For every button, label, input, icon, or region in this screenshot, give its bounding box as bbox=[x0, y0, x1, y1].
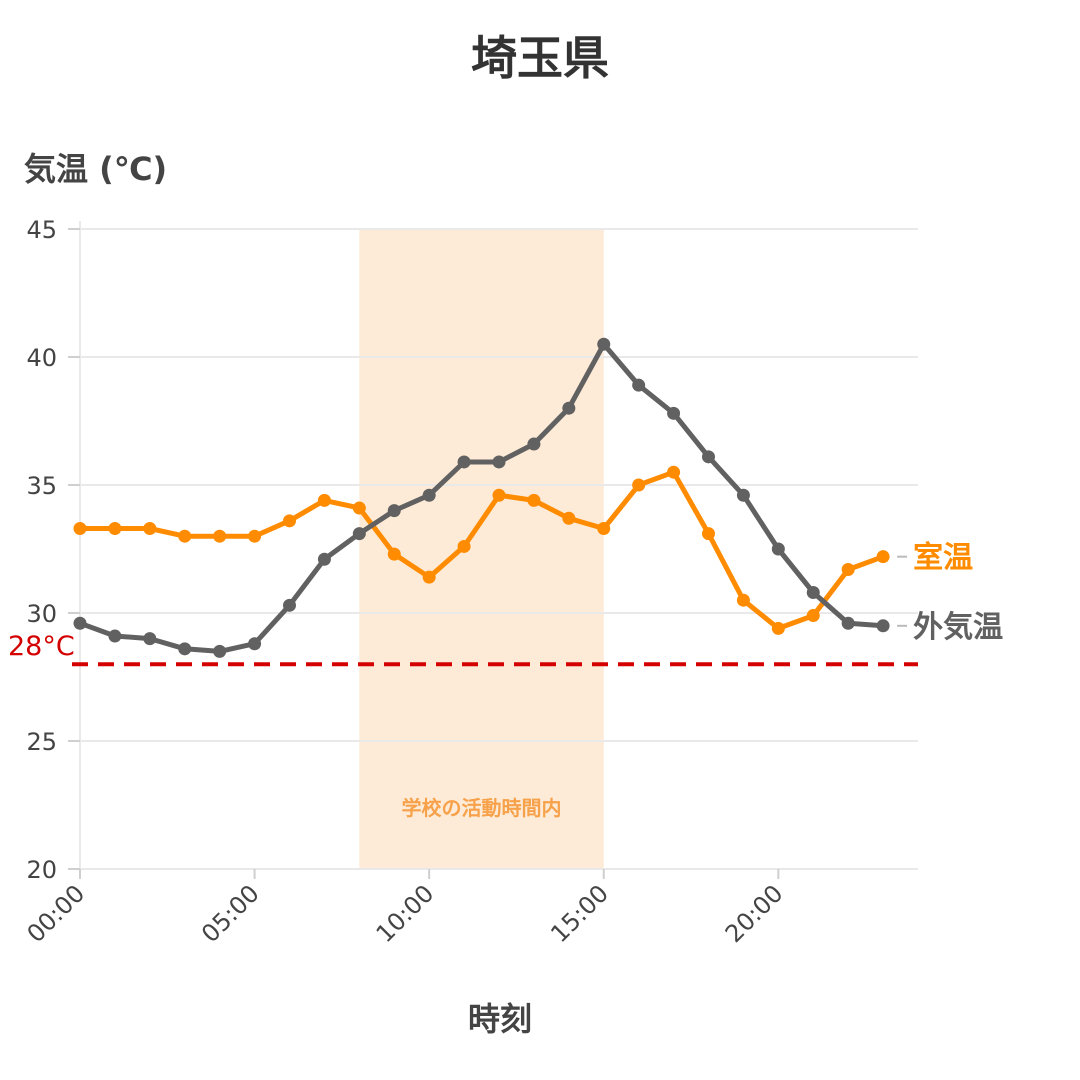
data-point bbox=[492, 455, 506, 469]
data-point bbox=[771, 621, 785, 635]
data-point bbox=[143, 522, 157, 536]
shaded-region-label: 学校の活動時間内 bbox=[402, 796, 562, 820]
x-tick-label: 05:00 bbox=[196, 879, 265, 948]
data-point bbox=[876, 550, 890, 564]
data-point bbox=[806, 586, 820, 600]
data-point bbox=[213, 529, 227, 543]
data-point bbox=[632, 378, 646, 392]
x-tick-label: 20:00 bbox=[720, 879, 789, 948]
data-point bbox=[736, 593, 750, 607]
threshold-label: 28°C bbox=[8, 631, 75, 662]
y-tick-label: 20 bbox=[26, 856, 57, 884]
data-point bbox=[597, 337, 611, 351]
data-point bbox=[806, 609, 820, 623]
data-point bbox=[143, 632, 157, 646]
y-tick-label: 25 bbox=[26, 728, 57, 756]
shaded-region bbox=[359, 229, 604, 869]
data-point bbox=[457, 539, 471, 553]
data-point bbox=[562, 511, 576, 525]
data-point bbox=[876, 619, 890, 633]
data-point bbox=[841, 562, 855, 576]
data-point bbox=[73, 522, 87, 536]
data-point bbox=[422, 570, 436, 584]
data-point bbox=[492, 488, 506, 502]
data-point bbox=[73, 616, 87, 630]
data-point bbox=[248, 529, 262, 543]
data-point bbox=[283, 598, 296, 612]
chart-title: 埼玉県 bbox=[471, 31, 609, 85]
y-axis-title: 気温 (℃) bbox=[24, 150, 168, 188]
data-point bbox=[771, 542, 785, 556]
data-point bbox=[317, 493, 331, 507]
data-point bbox=[457, 455, 471, 469]
data-point bbox=[178, 529, 192, 543]
x-tick-label: 15:00 bbox=[545, 879, 614, 948]
data-point bbox=[108, 522, 122, 536]
data-point bbox=[597, 522, 611, 536]
data-point bbox=[387, 504, 401, 518]
data-point bbox=[248, 637, 262, 651]
data-point bbox=[317, 552, 331, 566]
x-tick-label: 00:00 bbox=[22, 879, 91, 948]
data-point bbox=[527, 493, 541, 507]
data-point bbox=[108, 629, 122, 643]
data-point bbox=[841, 616, 855, 630]
x-axis-title: 時刻 bbox=[467, 1000, 532, 1038]
data-point bbox=[422, 488, 436, 502]
series-label: 外気温 bbox=[913, 610, 1003, 645]
y-tick-label: 45 bbox=[26, 216, 57, 244]
y-tick-label: 35 bbox=[26, 472, 57, 500]
data-point bbox=[667, 465, 681, 479]
data-point bbox=[352, 501, 366, 515]
data-point bbox=[667, 406, 681, 420]
data-point bbox=[702, 527, 715, 541]
data-point bbox=[632, 478, 646, 492]
data-point bbox=[283, 514, 296, 528]
data-point bbox=[562, 401, 576, 415]
data-point bbox=[736, 488, 750, 502]
data-point bbox=[352, 527, 366, 541]
x-tick-label: 10:00 bbox=[371, 879, 440, 948]
y-tick-label: 40 bbox=[26, 344, 57, 372]
data-point bbox=[387, 547, 401, 561]
y-tick-label: 30 bbox=[26, 600, 57, 628]
data-point bbox=[527, 437, 541, 451]
series-label: 室温 bbox=[913, 541, 973, 576]
data-point bbox=[178, 642, 192, 656]
data-point bbox=[213, 644, 227, 658]
data-point bbox=[702, 450, 715, 464]
